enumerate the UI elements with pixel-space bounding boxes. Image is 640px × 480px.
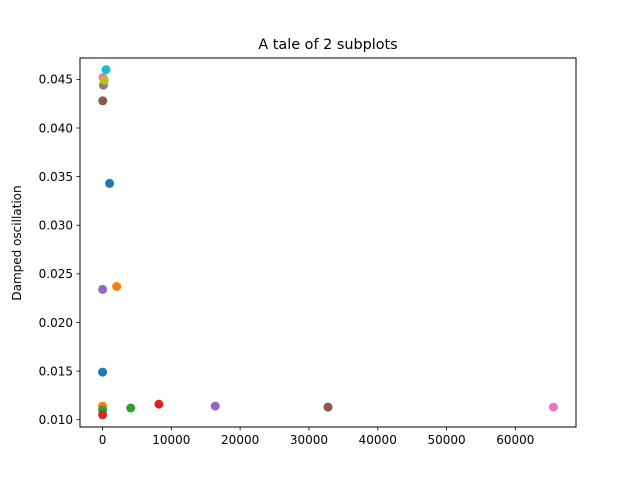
y-tick-label: 0.035 [39, 170, 73, 184]
x-tick-label: 60000 [496, 433, 534, 447]
x-tick-label: 20000 [221, 433, 259, 447]
y-tick-label: 0.020 [39, 316, 73, 330]
y-axis-ticks: 0.010 0.015 0.020 0.025 0.030 0.035 0.040 0.045 [39, 73, 80, 427]
y-tick-label: 0.045 [39, 73, 73, 87]
data-point-14 [210, 401, 220, 411]
plot-frame [79, 57, 577, 428]
data-points [98, 65, 558, 420]
data-point-4 [98, 284, 108, 294]
data-point-11 [112, 281, 122, 291]
data-point-13 [154, 399, 164, 409]
data-point-8 [99, 75, 109, 85]
x-tick-label: 10000 [152, 433, 190, 447]
data-point-5 [98, 96, 108, 106]
data-point-12 [126, 403, 136, 413]
y-tick-label: 0.025 [39, 267, 73, 281]
x-tick-label: 50000 [427, 433, 465, 447]
y-axis-label: Damped oscillation [10, 185, 24, 300]
data-point-15 [323, 402, 333, 412]
chart-title: A tale of 2 subplots [258, 37, 397, 53]
data-point-0 [98, 367, 108, 377]
x-tick-label: 40000 [359, 433, 397, 447]
y-tick-label: 0.015 [39, 364, 73, 378]
data-point-3 [98, 410, 108, 420]
x-tick-label: 30000 [290, 433, 328, 447]
x-tick-label: 0 [99, 433, 107, 447]
y-tick-label: 0.040 [39, 121, 73, 135]
data-point-10 [105, 178, 115, 188]
x-axis-ticks: 0 10000 20000 30000 40000 50000 60000 [99, 427, 534, 447]
data-point-9 [101, 65, 111, 75]
y-tick-label: 0.010 [39, 413, 73, 427]
y-tick-label: 0.030 [39, 219, 73, 233]
data-point-16 [548, 402, 558, 412]
